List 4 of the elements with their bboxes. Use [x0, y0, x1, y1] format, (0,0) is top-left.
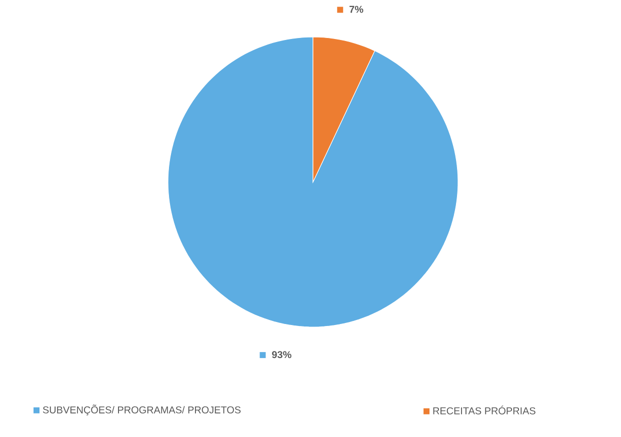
data-label: 93% [272, 351, 292, 358]
data-label: 7% [350, 6, 364, 13]
legend-label: SUBVENÇÕES/ PROGRAMAS/ PROJETOS [42, 404, 241, 416]
legend-label: RECEITAS PRÓPRIAS [433, 406, 536, 414]
